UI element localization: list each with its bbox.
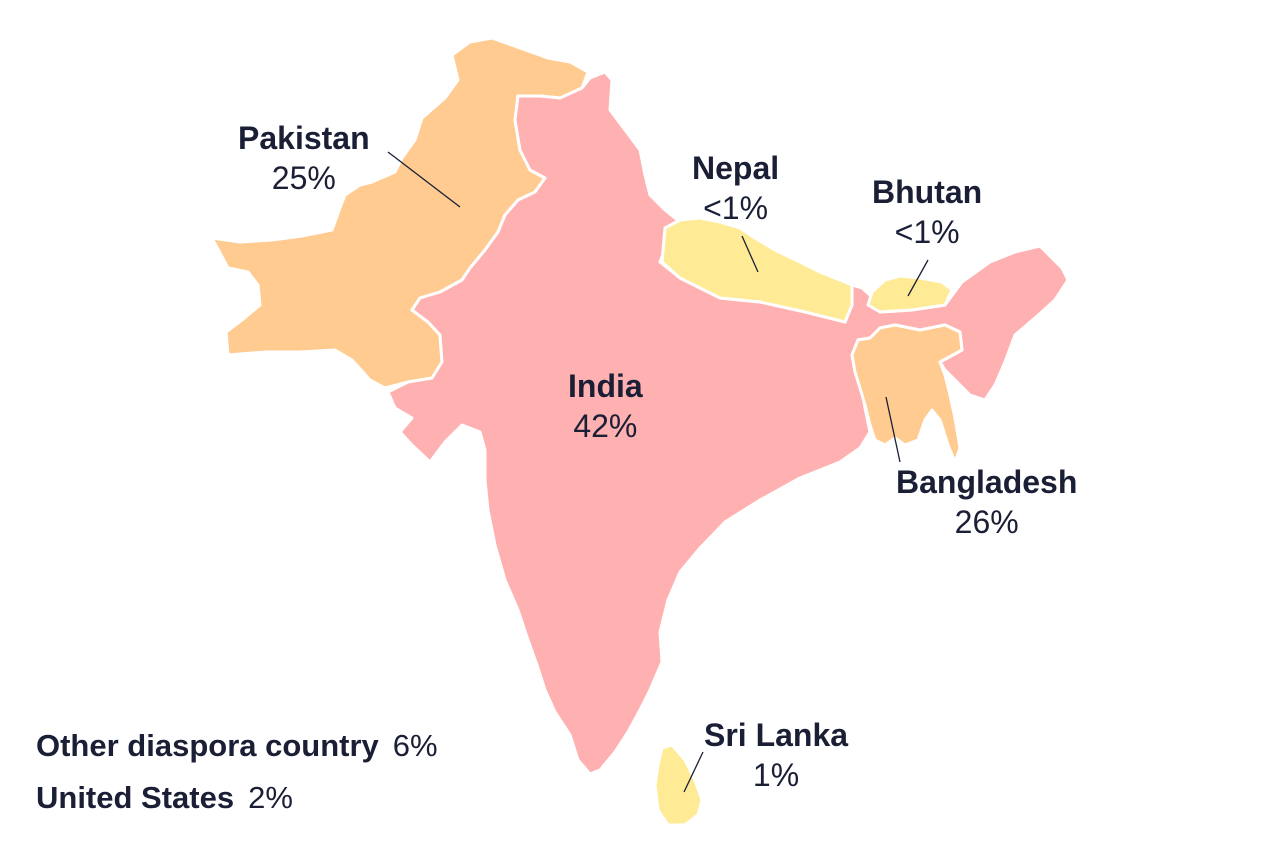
region-sri-lanka (653, 743, 704, 827)
other-entry-diaspora: Other diaspora country 6% (36, 728, 438, 764)
region-name: Pakistan (238, 120, 370, 156)
leader-line-bangladesh (885, 396, 901, 463)
label-bangladesh: Bangladesh 26% (896, 462, 1077, 542)
leader-line-pakistan (387, 151, 461, 208)
region-name: Sri Lanka (704, 717, 849, 753)
region-value: 1% (752, 757, 800, 793)
label-nepal: Nepal <1% (692, 148, 779, 228)
region-value: 42% (573, 408, 638, 444)
other-entry-value: 2% (248, 780, 293, 815)
other-entry-name: United States (36, 780, 235, 815)
region-bhutan (866, 274, 954, 314)
other-entry-value: 6% (392, 728, 438, 763)
region-value: 25% (271, 160, 336, 196)
leader-line-sri-lanka (683, 751, 704, 793)
label-bhutan: Bhutan <1% (872, 172, 982, 252)
label-pakistan: Pakistan 25% (238, 118, 370, 198)
leader-line-bhutan (907, 259, 929, 297)
region-value: <1% (894, 214, 960, 250)
label-sri-lanka: Sri Lanka 1% (704, 715, 848, 795)
region-bangladesh (850, 323, 964, 464)
region-name: Bhutan (872, 174, 983, 210)
region-name: India (568, 368, 643, 404)
leader-line-nepal (741, 235, 759, 273)
region-name: Nepal (692, 150, 780, 186)
label-india: India 42% (568, 366, 643, 446)
other-entry-united-states: United States 2% (36, 780, 293, 816)
region-value: 26% (954, 504, 1019, 540)
region-value: <1% (703, 190, 769, 226)
region-name: Bangladesh (896, 464, 1078, 500)
other-entry-name: Other diaspora country (36, 728, 379, 763)
